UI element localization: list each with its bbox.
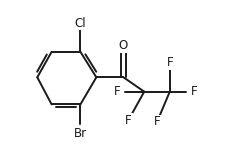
Text: F: F xyxy=(167,57,173,69)
Text: Cl: Cl xyxy=(75,17,86,29)
Text: F: F xyxy=(114,85,120,98)
Text: F: F xyxy=(125,114,132,127)
Text: F: F xyxy=(154,115,160,128)
Text: F: F xyxy=(191,85,197,98)
Text: Br: Br xyxy=(74,127,87,140)
Text: O: O xyxy=(119,39,128,52)
